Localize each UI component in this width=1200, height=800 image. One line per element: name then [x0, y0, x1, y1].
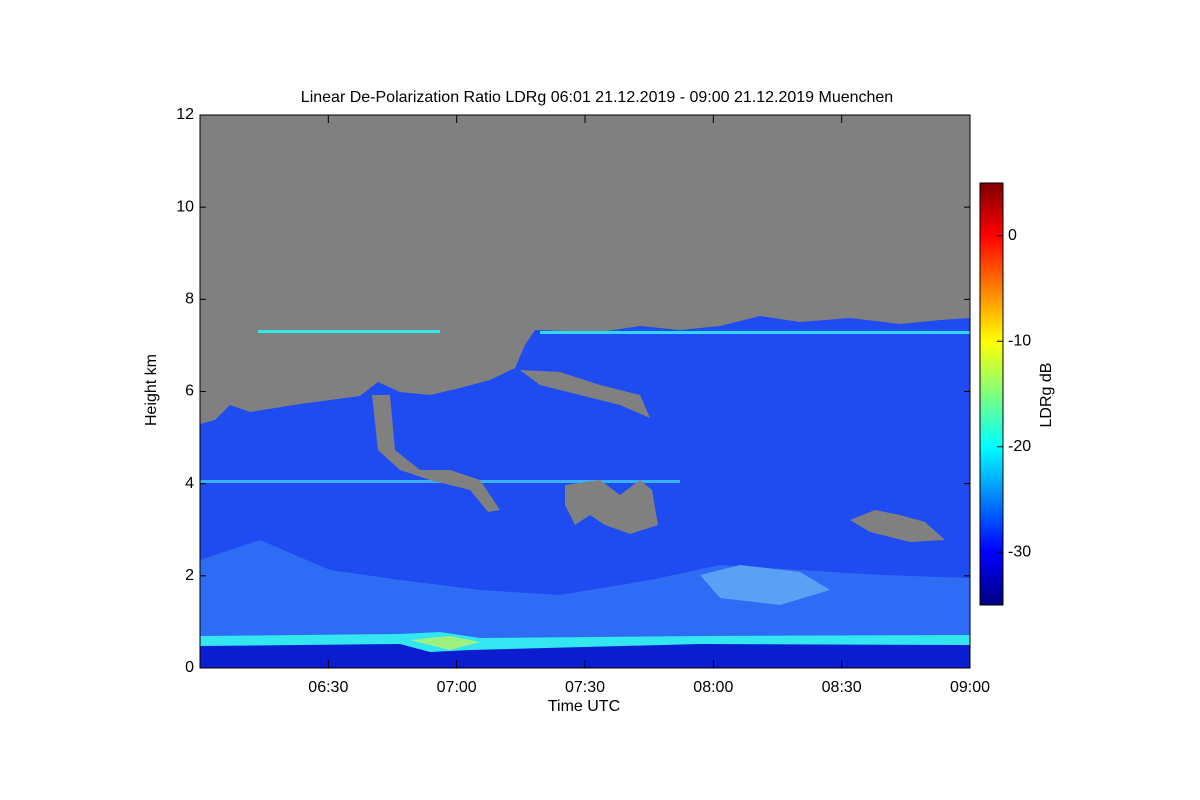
y-axis-label: Height km	[143, 354, 160, 426]
boundary-layer-peak	[410, 636, 480, 650]
y-tick-label: 12	[176, 106, 194, 123]
colorbar-tick-label: -20	[1008, 438, 1031, 455]
y-tick-label: 6	[185, 383, 194, 400]
heatmap-field	[200, 115, 970, 668]
colorbar-tick-label: 0	[1008, 227, 1017, 244]
x-tick-label: 08:00	[693, 679, 733, 696]
y-tick-label: 10	[176, 198, 194, 215]
boundary-layer-band	[200, 632, 970, 652]
no-signal	[850, 510, 945, 542]
y-tick-label: 8	[185, 291, 194, 308]
x-tick-label: 09:00	[950, 679, 990, 696]
colorbar-tick-label: -10	[1008, 332, 1031, 349]
x-axis-label: Time UTC	[548, 698, 620, 715]
x-tick-label: 07:30	[565, 679, 605, 696]
colorbar-tick-label: -30	[1008, 543, 1031, 560]
x-tick-label: 08:30	[822, 679, 862, 696]
chart-title: Linear De-Polarization Ratio LDRg 06:01 …	[301, 89, 893, 106]
layer-line	[540, 331, 970, 334]
layer-line	[258, 330, 440, 333]
y-tick-label: 0	[185, 659, 194, 676]
y-tick-label: 4	[185, 475, 194, 492]
bright-patch	[700, 565, 830, 605]
no-signal	[520, 370, 650, 418]
no-signal	[565, 480, 658, 534]
colorbar	[979, 182, 1004, 606]
x-tick-label: 06:30	[308, 679, 348, 696]
colorbar-label: LDRg dB	[1038, 363, 1055, 428]
x-tick-label: 07:00	[437, 679, 477, 696]
no-signal	[372, 395, 500, 512]
y-tick-label: 2	[185, 567, 194, 584]
